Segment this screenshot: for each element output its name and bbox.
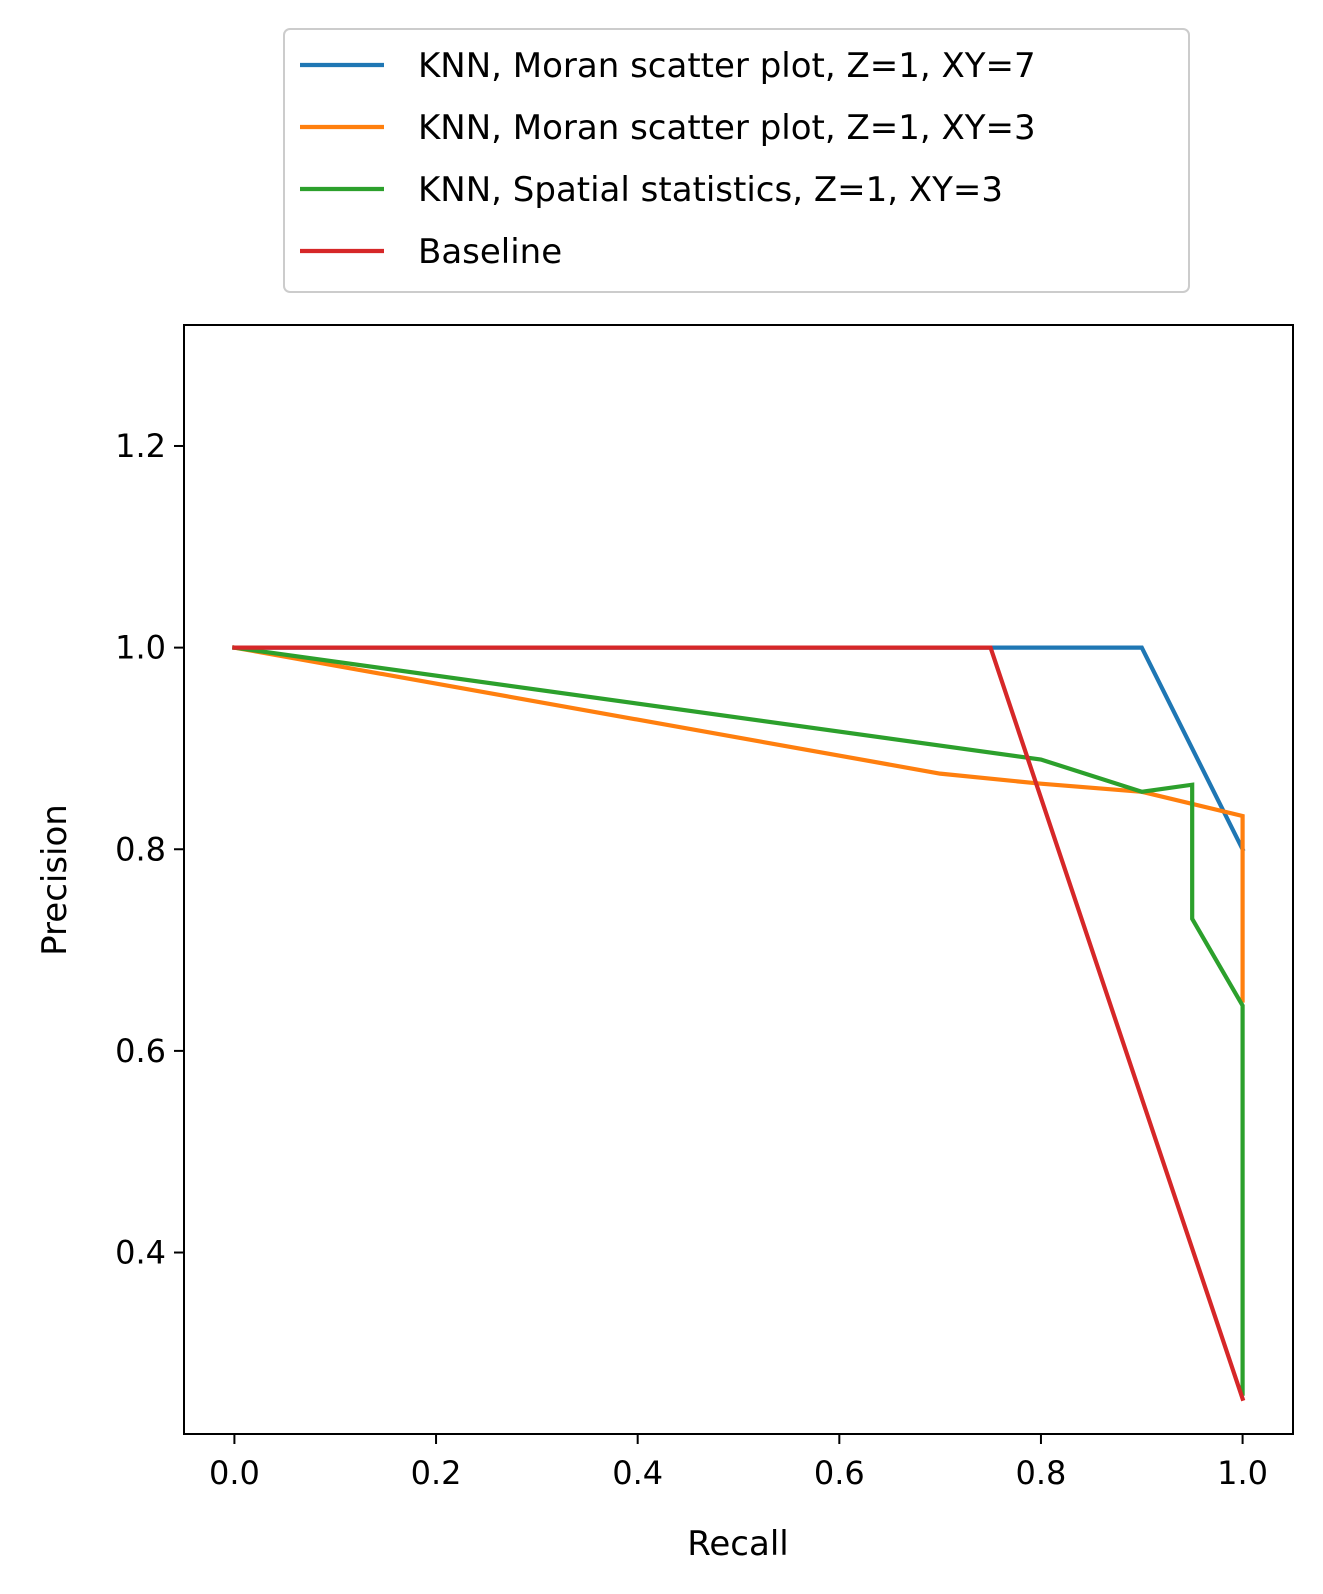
series-line-2 <box>231 645 1245 1003</box>
legend-label: Baseline <box>418 232 562 272</box>
x-tick-label: 0.0 <box>209 1454 260 1492</box>
x-tick-label: 0.2 <box>411 1454 462 1492</box>
x-axis-label: Recall <box>687 1524 788 1564</box>
y-tick-label: 1.2 <box>115 427 166 465</box>
series-layer <box>231 645 1246 1402</box>
series-line-4 <box>232 645 1246 1402</box>
plot-area <box>184 325 1293 1434</box>
x-tick-label: 0.8 <box>1016 1454 1067 1492</box>
y-tick-label: 1.0 <box>115 629 166 667</box>
series-line-3 <box>232 645 1245 1396</box>
plot-border <box>183 324 1294 1435</box>
x-axis-ticks: 0.0 0.2 0.4 0.6 0.8 1.0 <box>209 1434 1268 1492</box>
x-tick-label: 0.6 <box>814 1454 865 1492</box>
legend: KNN, Moran scatter plot, Z=1, XY=7 KNN, M… <box>283 28 1190 293</box>
y-tick-label: 0.8 <box>115 830 166 868</box>
x-tick-label: 0.4 <box>612 1454 663 1492</box>
legend-frame <box>283 28 1190 293</box>
legend-label: KNN, Spatial statistics, Z=1, XY=3 <box>418 170 1003 210</box>
x-tick-label: 1.0 <box>1217 1454 1268 1492</box>
legend-label: KNN, Moran scatter plot, Z=1, XY=7 <box>418 46 1036 86</box>
y-axis-label: Precision <box>35 804 75 956</box>
y-tick-label: 0.6 <box>115 1032 166 1070</box>
y-axis-ticks: 0.4 0.6 0.8 1.0 1.2 <box>115 427 184 1272</box>
y-tick-label: 0.4 <box>115 1234 166 1272</box>
legend-label: KNN, Moran scatter plot, Z=1, XY=3 <box>418 108 1036 148</box>
